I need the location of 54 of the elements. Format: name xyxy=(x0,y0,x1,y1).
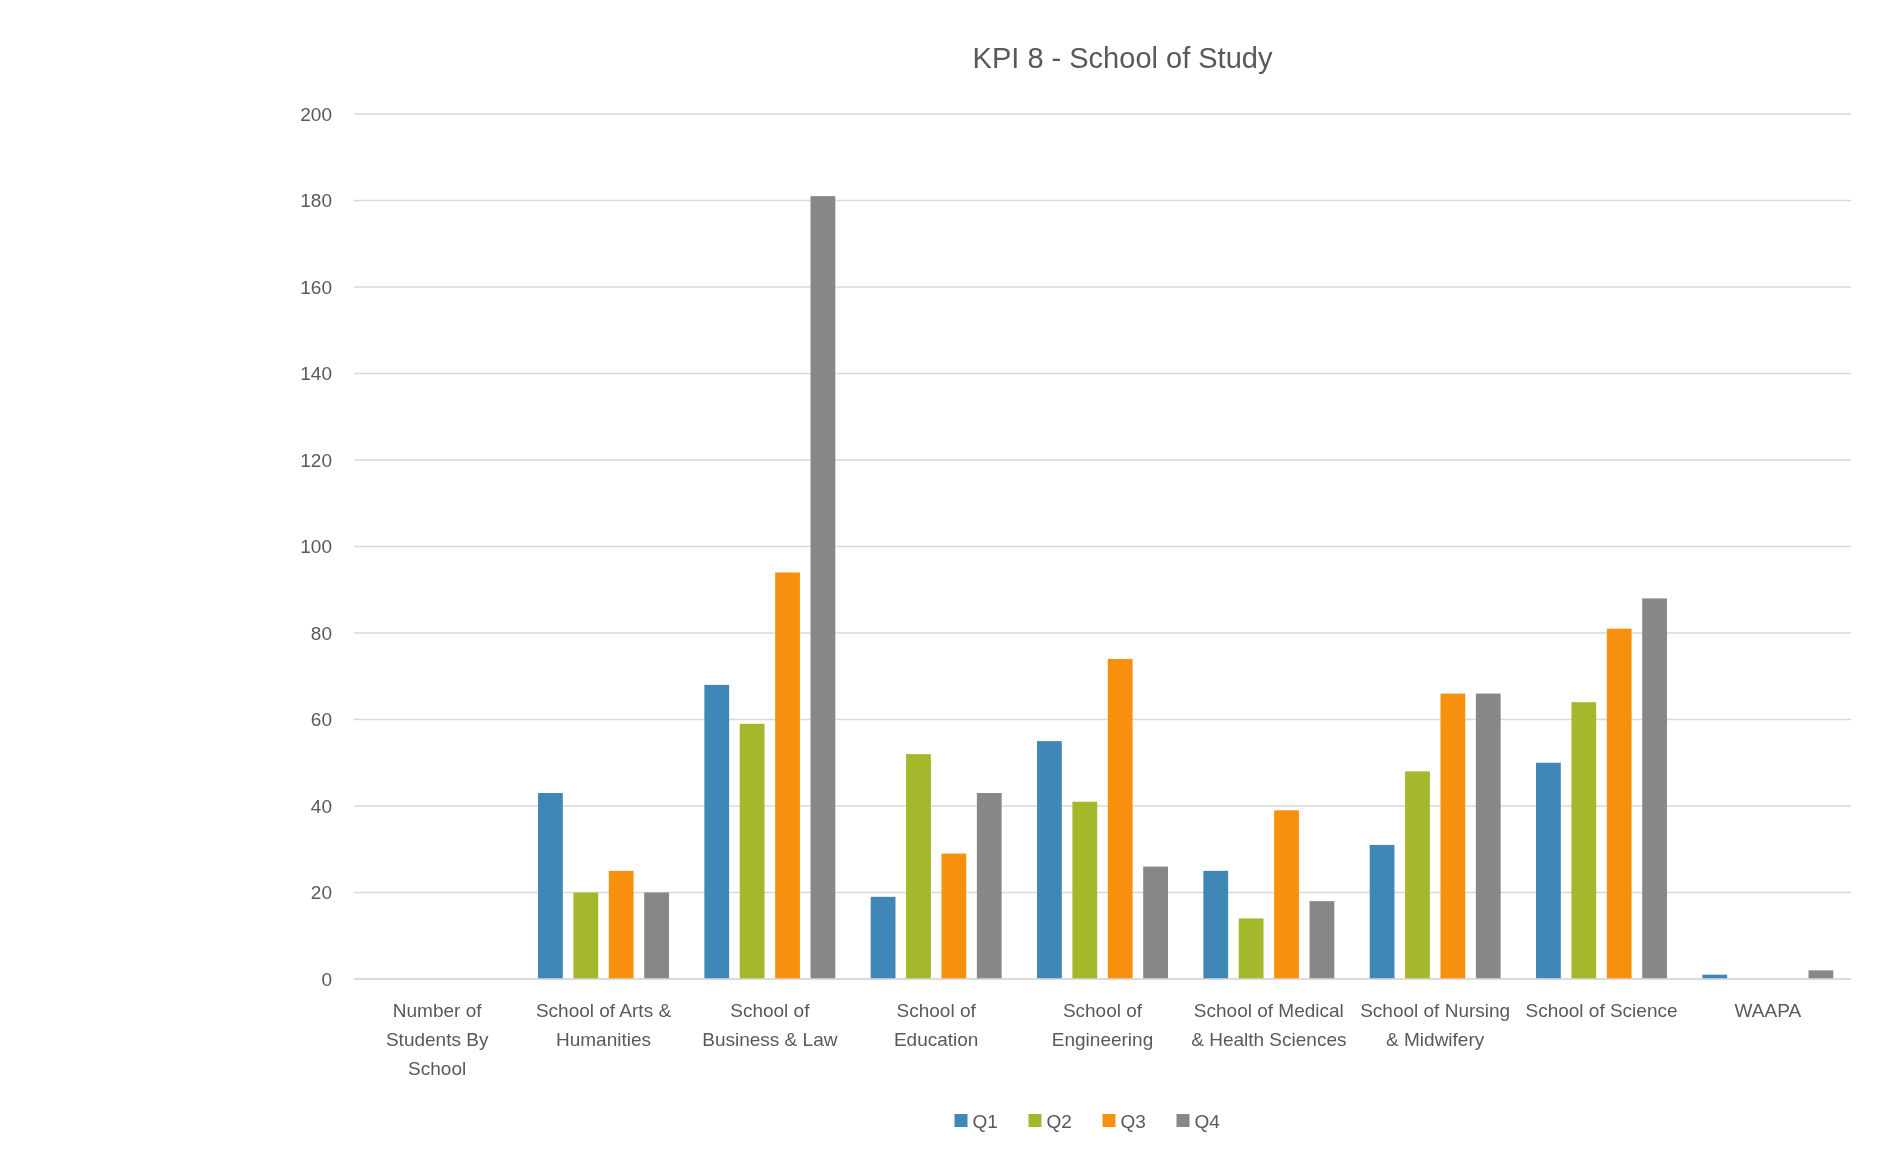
bar xyxy=(775,572,800,979)
bar xyxy=(941,853,967,979)
bar xyxy=(906,754,931,979)
bar xyxy=(1475,693,1501,979)
x-tick-label: Number of Students By School xyxy=(385,1000,489,1079)
y-tick-label: 160 xyxy=(300,276,332,298)
y-tick-label: 140 xyxy=(300,363,332,385)
chart-title: KPI 8 - School of Study xyxy=(972,42,1273,74)
x-tick-label: School of Medical & Health Sciences xyxy=(1191,1000,1347,1050)
bar xyxy=(1107,658,1133,979)
bar xyxy=(976,793,1002,979)
bar xyxy=(1072,801,1098,979)
bar xyxy=(1571,702,1597,979)
bar xyxy=(644,892,669,979)
x-tick-label: School of Engineering xyxy=(1051,1000,1154,1050)
bar xyxy=(810,196,836,979)
bar xyxy=(1440,693,1466,979)
bar xyxy=(608,870,634,979)
bar xyxy=(1143,866,1168,979)
legend-label: Q2 xyxy=(1046,1110,1072,1132)
bar xyxy=(870,896,896,979)
y-tick-label: 80 xyxy=(310,622,332,644)
bar xyxy=(1369,844,1395,979)
y-tick-label: 20 xyxy=(310,882,332,904)
x-tick-label: School of Business & Law xyxy=(702,1000,838,1050)
x-tick-label: School of Arts & Humanities xyxy=(535,1000,672,1050)
bar xyxy=(1238,918,1264,979)
legend-label: Q4 xyxy=(1194,1110,1221,1132)
bar xyxy=(1274,810,1299,979)
y-tick-label: 0 xyxy=(321,968,332,990)
bar xyxy=(1536,762,1561,979)
y-tick-label: 200 xyxy=(300,103,332,125)
bar xyxy=(538,793,563,979)
bar xyxy=(704,684,730,979)
bar xyxy=(1405,771,1430,979)
bar xyxy=(1808,970,1834,979)
y-tick-label: 40 xyxy=(310,795,332,817)
bar xyxy=(1309,901,1335,979)
y-tick-label: 120 xyxy=(300,449,332,471)
x-tick-label: School of Nursing & Midwifery xyxy=(1360,1000,1511,1050)
bar xyxy=(1037,741,1062,979)
y-tick-label: 100 xyxy=(300,536,332,558)
bar xyxy=(1606,628,1632,979)
legend-label: Q1 xyxy=(972,1110,998,1132)
x-tick-label: School of Science xyxy=(1525,1000,1678,1021)
legend-label: Q3 xyxy=(1120,1110,1146,1132)
bar xyxy=(1203,870,1229,979)
x-tick-label: School of Education xyxy=(893,1000,979,1050)
bar xyxy=(1642,598,1667,979)
bar xyxy=(573,892,599,979)
y-tick-label: 60 xyxy=(310,709,332,731)
y-tick-label: 180 xyxy=(300,190,332,212)
bar xyxy=(739,723,765,979)
x-tick-label: WAAPA xyxy=(1734,1000,1802,1021)
